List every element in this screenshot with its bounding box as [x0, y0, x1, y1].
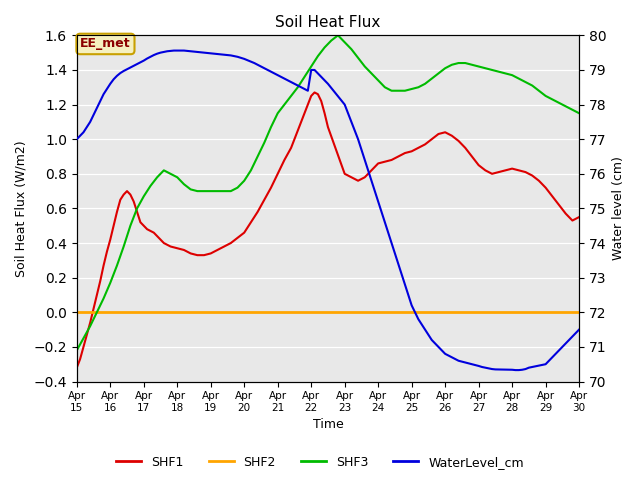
Title: Soil Heat Flux: Soil Heat Flux [275, 15, 381, 30]
Text: EE_met: EE_met [80, 37, 131, 50]
Y-axis label: Soil Heat Flux (W/m2): Soil Heat Flux (W/m2) [15, 140, 28, 277]
Legend: SHF1, SHF2, SHF3, WaterLevel_cm: SHF1, SHF2, SHF3, WaterLevel_cm [111, 451, 529, 474]
X-axis label: Time: Time [312, 419, 343, 432]
Y-axis label: Water level (cm): Water level (cm) [612, 156, 625, 260]
